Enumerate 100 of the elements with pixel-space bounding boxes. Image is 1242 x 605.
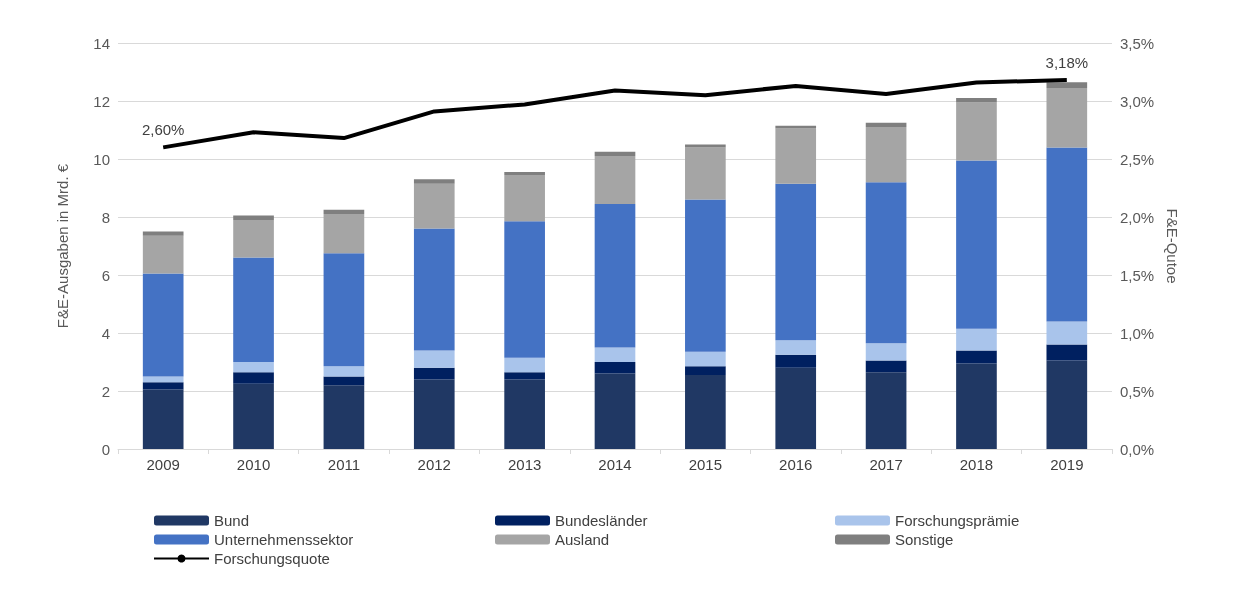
y2-tick-label: 1,5% (1120, 266, 1155, 284)
y-tick-label: 4 (101, 324, 110, 342)
y-tick-label: 14 (93, 34, 110, 52)
bar (685, 147, 726, 200)
bar (323, 209, 365, 215)
y2-tick-label: 2,5% (1120, 150, 1155, 168)
legend-label: Bund (214, 512, 250, 529)
y2-tick-label: 3,5% (1120, 34, 1155, 52)
x-tick-label: 2011 (327, 456, 361, 473)
bar (775, 125, 817, 129)
bar (594, 203, 636, 348)
y2-tick-label: 3,0% (1120, 92, 1155, 110)
x-tick-label: 2016 (779, 456, 813, 473)
bar (775, 367, 817, 449)
y-tick-label: 6 (101, 266, 110, 284)
y-tick-label: 0 (101, 440, 110, 458)
bar (413, 350, 455, 368)
bar (142, 273, 184, 377)
bar (504, 221, 545, 358)
bar (1046, 360, 1088, 449)
bar (685, 375, 726, 449)
x-tick-label: 2018 (959, 456, 994, 473)
bar (775, 340, 817, 355)
bar (685, 199, 726, 352)
bar (142, 389, 184, 449)
bar (323, 385, 365, 449)
bar (413, 179, 455, 184)
bar (594, 362, 636, 374)
bar (1046, 87, 1088, 148)
x-tick-label: 2012 (417, 456, 451, 473)
bar (323, 366, 365, 377)
y-tick-label: 12 (93, 92, 110, 110)
bar (956, 102, 997, 161)
bar (775, 354, 817, 368)
y2-tick-label: 2,0% (1120, 208, 1155, 226)
y-axis-title: F&E-Ausgaben in Mrd. € (54, 163, 71, 329)
bar (594, 347, 636, 362)
bar (594, 151, 636, 157)
legend-label: Forschungsquote (214, 550, 330, 567)
data-label: 3,18% (1045, 54, 1089, 72)
bar (142, 235, 184, 274)
data-label: 2,60% (141, 121, 185, 139)
bar (594, 373, 636, 449)
x-tick-label: 2017 (869, 456, 903, 473)
bar (865, 360, 907, 373)
bar (233, 362, 274, 373)
x-tick-label: 2019 (1050, 456, 1084, 473)
bar (233, 372, 274, 384)
bar (956, 98, 997, 103)
bar (504, 174, 545, 222)
bar (413, 228, 455, 351)
bar (775, 128, 817, 184)
bar (504, 372, 545, 380)
bar (594, 156, 636, 204)
bar (323, 214, 365, 254)
bar (413, 183, 455, 229)
y-tick-label: 8 (101, 208, 110, 226)
bar (413, 367, 455, 380)
bar (1046, 321, 1088, 345)
bar (413, 379, 455, 449)
y-tick-label: 10 (93, 150, 110, 168)
legend-label: Bundesländer (555, 512, 648, 529)
bar (865, 122, 907, 128)
legend-label: Sonstige (895, 531, 954, 548)
bar (323, 253, 365, 367)
y2-axis-title: F&E-Qutoe (1164, 208, 1182, 284)
bar (865, 127, 907, 183)
legend-label: Ausland (555, 531, 610, 548)
bar (504, 379, 545, 449)
bar (865, 343, 907, 361)
bar (504, 172, 545, 175)
bar (1046, 344, 1088, 361)
bar (142, 231, 184, 236)
bar (956, 328, 997, 351)
bar (685, 366, 726, 376)
bar (1046, 147, 1088, 322)
bar (956, 350, 997, 364)
legend-label: Forschungsprämie (895, 512, 1020, 529)
x-tick-label: 2010 (236, 456, 271, 473)
bar (956, 160, 997, 329)
bar (775, 183, 817, 341)
y2-tick-label: 0,5% (1120, 382, 1155, 400)
bar (685, 351, 726, 367)
y2-tick-label: 0,0% (1120, 440, 1155, 458)
x-tick-label: 2014 (598, 456, 632, 473)
bar (1046, 82, 1088, 88)
x-tick-label: 2015 (688, 456, 723, 473)
bar (956, 363, 997, 449)
bar (323, 376, 365, 386)
y-tick-label: 2 (101, 382, 110, 400)
bar (233, 383, 274, 449)
bar (504, 357, 545, 373)
bar (865, 182, 907, 344)
bar (233, 257, 274, 362)
bar (233, 215, 274, 220)
x-tick-label: 2013 (507, 456, 542, 473)
bar (233, 219, 274, 258)
y2-tick-label: 1,0% (1120, 324, 1155, 342)
bar (865, 372, 907, 449)
legend-label: Unternehmenssektor (214, 531, 354, 548)
